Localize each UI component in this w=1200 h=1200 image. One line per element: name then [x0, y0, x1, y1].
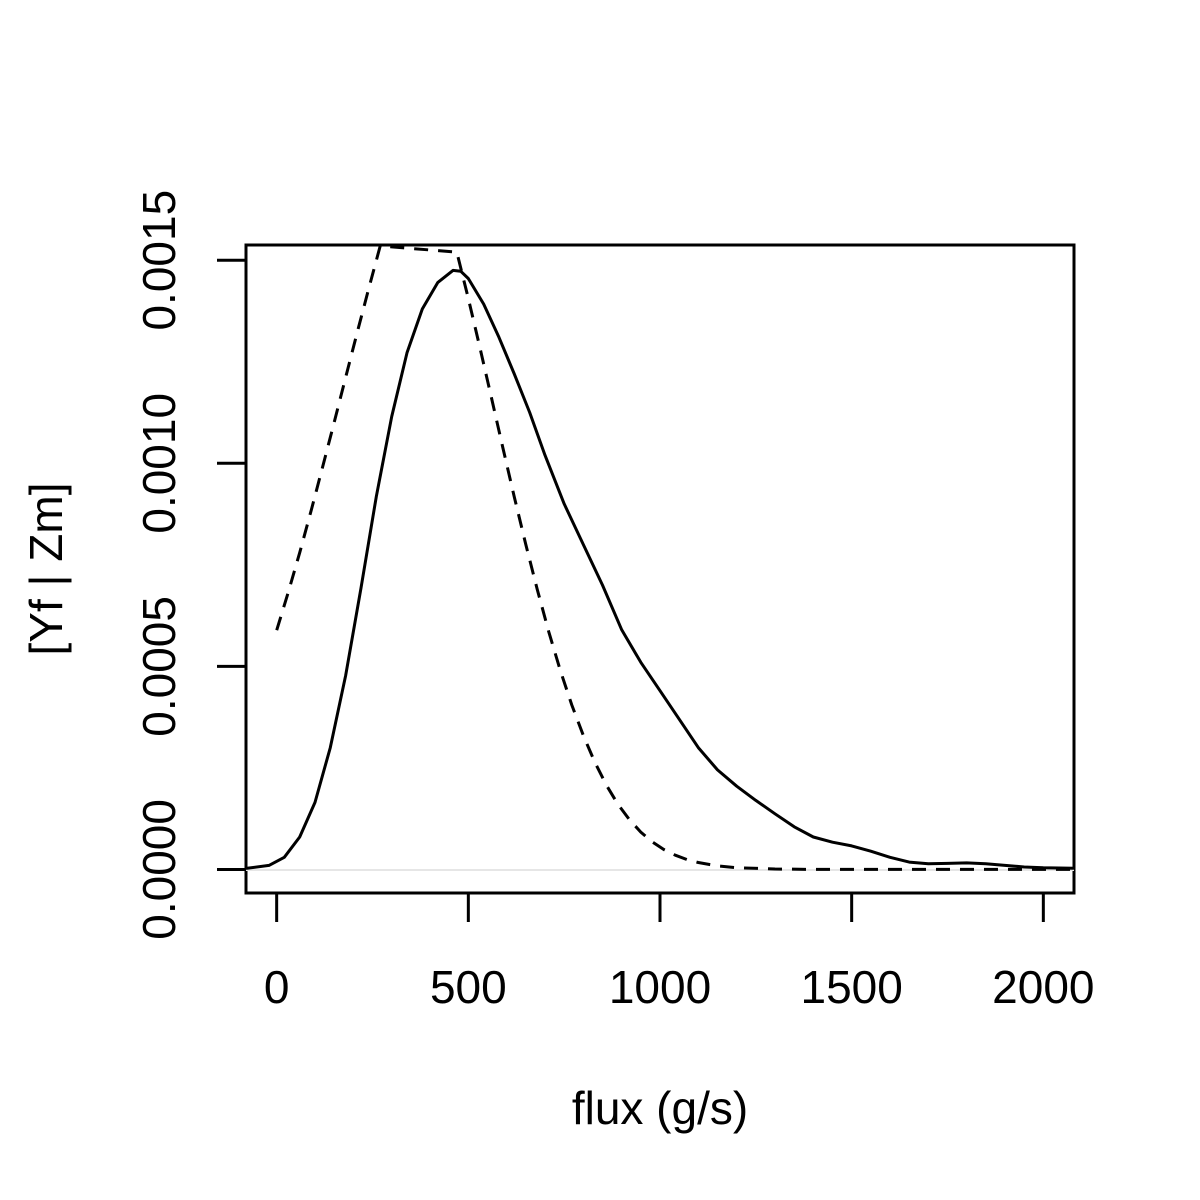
x-tick-label: 0 — [264, 961, 290, 1013]
x-tick-label: 2000 — [992, 961, 1094, 1013]
series-line-dashed — [275, 245, 1074, 871]
y-tick-label: 0.0010 — [133, 393, 185, 534]
x-axis: 0 500 1000 1500 2000 — [264, 891, 1095, 1013]
x-tick-label: 1500 — [800, 961, 902, 1013]
y-axis-title: [Yf | Zm] — [20, 483, 72, 656]
x-tick-label: 500 — [430, 961, 507, 1013]
y-axis: 0.0000 0.0005 0.0010 0.0015 — [133, 190, 248, 940]
plot-frame — [244, 243, 1076, 895]
y-tick-label: 0.0015 — [133, 190, 185, 331]
x-tick-label: 1000 — [609, 961, 711, 1013]
y-tick-label: 0.0005 — [133, 596, 185, 737]
y-tick-label: 0.0000 — [133, 799, 185, 940]
x-axis-title: flux (g/s) — [572, 1082, 748, 1134]
series-line-solid — [246, 268, 1074, 870]
